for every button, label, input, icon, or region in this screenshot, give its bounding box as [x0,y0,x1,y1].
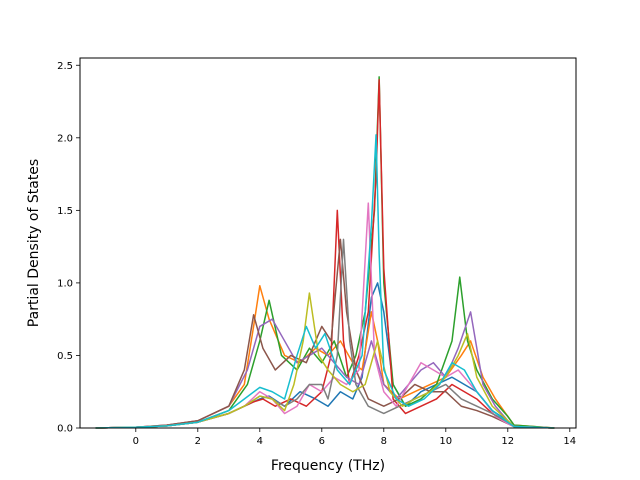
x-tick-label: 6 [319,436,325,447]
x-axis-label: Frequency (THz) [271,458,385,474]
series-line-5 [95,311,555,429]
plot-frame [79,57,577,429]
y-tick-label: 0.5 [57,351,73,362]
x-tick-label: 2 [195,436,201,447]
series-line-10 [95,134,555,429]
y-tick-label: 1.0 [57,278,73,289]
x-tick-label: 8 [381,436,387,447]
series-line-6 [95,238,555,429]
y-tick-label: 2.0 [57,133,73,144]
series-layer [95,76,555,429]
x-axis-ticks: 0 2 4 6 8 10 12 14 [133,428,576,447]
x-tick-label: 4 [257,436,263,447]
y-tick-label: 1.5 [57,206,73,217]
x-tick-label: 12 [501,436,514,447]
series-line-9 [95,292,555,429]
x-tick-label: 14 [563,436,576,447]
y-axis-ticks: 0.0 0.5 1.0 1.5 2.0 2.5 [57,61,80,435]
y-axis-label: Partial Density of States [26,159,42,327]
y-tick-label: 0.0 [57,424,73,435]
x-tick-label: 0 [133,436,139,447]
y-tick-label: 2.5 [57,61,73,72]
x-tick-label: 10 [439,436,452,447]
